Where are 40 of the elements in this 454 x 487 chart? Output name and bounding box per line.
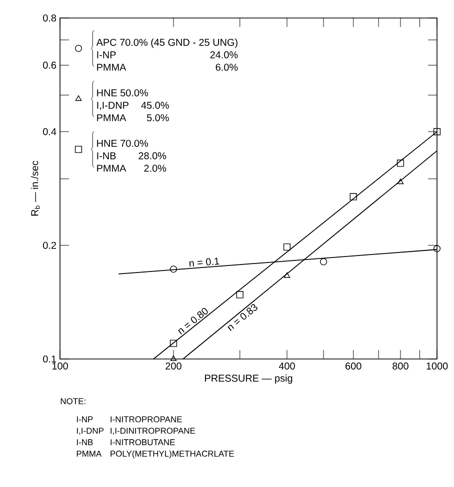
annotation: n = 0.83 xyxy=(228,304,258,331)
annotation: I-NP xyxy=(97,51,116,58)
legend-label: HNE 70.0% xyxy=(97,140,148,147)
annotation: I,I-DNP xyxy=(97,102,128,110)
annotation: PMMA xyxy=(97,164,126,172)
text: I-NB xyxy=(76,439,93,446)
x-tick-label: 400 xyxy=(278,362,295,370)
text: I-NITROPROPANE xyxy=(110,416,182,422)
y-tick-label: 0.8 xyxy=(43,14,56,22)
text: POLY(METHYL)METHACRLATE xyxy=(110,450,234,458)
annotation: n = 0.80 xyxy=(178,308,208,334)
legend-label: HNE 50.0% xyxy=(97,89,148,96)
annotation: I-NB xyxy=(97,152,116,160)
x-tick-label: 100 xyxy=(52,362,68,370)
annotation: 45.0% xyxy=(141,102,169,109)
annotation: PMMA xyxy=(97,114,126,122)
annotation: 6.0% xyxy=(216,64,238,71)
legend-label: APC 70.0% (45 GND - 25 UNG) xyxy=(96,38,238,48)
text: NOTE: xyxy=(60,398,86,404)
text: I,I-DINITROPROPANE xyxy=(110,428,196,435)
x-axis-title: PRESSURE — psig xyxy=(205,374,292,384)
annotation: 28.0% xyxy=(138,152,166,160)
annotation: 5.0% xyxy=(146,114,169,122)
text: I-NITROBUTANE xyxy=(110,439,175,446)
text: PMMA xyxy=(76,450,102,457)
y-tick-label: 0.1 xyxy=(43,355,56,363)
text: I,I-DNP xyxy=(76,428,104,435)
y-tick-label: 0.2 xyxy=(43,242,56,249)
x-tick-label: 1000 xyxy=(426,362,448,370)
y-tick-label: 0.4 xyxy=(43,128,56,136)
x-tick-label: 200 xyxy=(166,362,182,370)
y-axis-title: R$_{b}$ — in./sec xyxy=(30,160,40,216)
x-tick-label: 600 xyxy=(346,362,362,370)
text: I-NP xyxy=(76,416,93,422)
annotation: 24.0% xyxy=(210,51,238,58)
annotation: PMMA xyxy=(97,64,126,71)
annotation: n = 0.1 xyxy=(189,258,220,267)
y-tick-label: 0.6 xyxy=(43,62,56,69)
x-tick-label: 800 xyxy=(392,362,408,370)
annotation: 2.0% xyxy=(144,164,166,172)
